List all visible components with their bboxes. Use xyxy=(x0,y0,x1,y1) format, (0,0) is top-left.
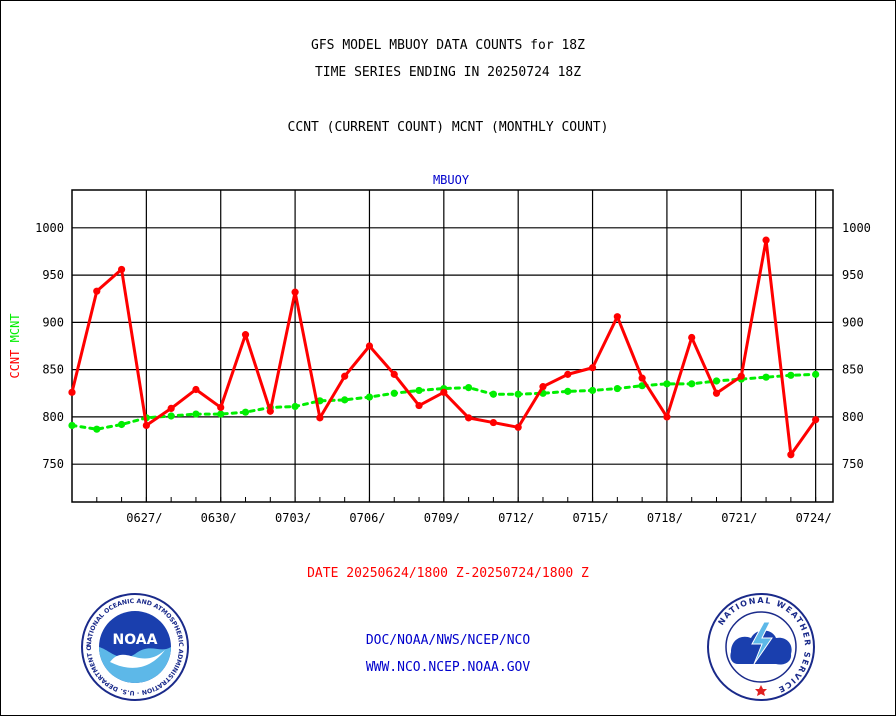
data-point-mcnt xyxy=(514,390,522,398)
data-point-ccnt xyxy=(341,372,349,380)
data-point-ccnt xyxy=(440,388,448,396)
data-point-ccnt xyxy=(142,421,150,430)
y-axis-label-ccnt: CCNT xyxy=(8,350,22,379)
data-point-ccnt xyxy=(812,416,820,424)
date-range: DATE 20250624/1800 Z-20250724/1800 Z xyxy=(307,566,589,581)
data-point-mcnt xyxy=(638,382,646,390)
y-axis-right: 750 800 850 900 950 1000 xyxy=(842,221,871,471)
data-point-ccnt xyxy=(241,331,250,339)
y-tick-label: 850 xyxy=(842,363,864,377)
data-point-mcnt xyxy=(712,377,721,385)
data-point-ccnt xyxy=(787,451,795,459)
data-point-ccnt xyxy=(588,364,597,372)
data-point-ccnt xyxy=(266,407,274,415)
data-point-ccnt xyxy=(712,389,721,397)
data-point-mcnt xyxy=(465,384,473,392)
data-point-ccnt xyxy=(663,413,671,421)
y-tick-label: 750 xyxy=(842,457,864,471)
y-tick-label: 900 xyxy=(42,315,64,329)
x-tick-label: 0715/ xyxy=(572,511,608,525)
data-point-mcnt xyxy=(663,380,671,388)
data-point-mcnt xyxy=(68,421,76,430)
y-axis-label-text: CCNT MCNT xyxy=(8,313,22,378)
y-tick-label: 900 xyxy=(842,315,864,329)
data-point-mcnt xyxy=(117,420,126,429)
data-point-mcnt xyxy=(291,402,299,411)
noaa-logo-text: NOAA xyxy=(113,632,158,648)
data-point-ccnt xyxy=(613,313,621,321)
org-label: DOC/NOAA/NWS/NCEP/NCO xyxy=(365,633,531,648)
data-point-mcnt xyxy=(167,412,175,420)
data-point-ccnt xyxy=(564,370,572,378)
chart-subtitle: CCNT (CURRENT COUNT) MCNT (MONTHLY COUNT… xyxy=(287,120,609,135)
y-tick-label: 800 xyxy=(842,410,864,424)
data-point-mcnt xyxy=(341,396,349,404)
data-point-mcnt xyxy=(812,370,820,378)
data-point-mcnt xyxy=(688,380,696,388)
y-axis-label: CCNT MCNT xyxy=(8,313,22,378)
noaa-logo: NATIONAL OCEANIC AND ATMOSPHERIC ADMINIS… xyxy=(80,592,189,701)
data-point-ccnt xyxy=(737,372,745,380)
x-tick-label: 0627/ xyxy=(126,511,162,525)
y-tick-label: 800 xyxy=(42,410,64,424)
y-axis-left: 750 800 850 900 950 1000 xyxy=(35,221,64,471)
x-tick-label: 0630/ xyxy=(201,511,237,525)
data-point-mcnt xyxy=(564,387,572,395)
x-tick-label: 0712/ xyxy=(498,511,534,525)
data-point-ccnt xyxy=(390,370,398,378)
website-link[interactable]: WWW.NCO.NCEP.NOAA.GOV xyxy=(365,660,531,675)
plot-title: MBUOY xyxy=(433,173,470,187)
data-point-ccnt xyxy=(117,265,126,274)
chart-title-line1: GFS MODEL MBUOY DATA COUNTS for 18Z xyxy=(311,38,585,53)
data-point-ccnt xyxy=(291,288,299,296)
data-point-mcnt xyxy=(390,389,398,397)
y-tick-label: 750 xyxy=(42,457,64,471)
y-tick-label: 950 xyxy=(42,268,64,282)
data-point-ccnt xyxy=(316,414,324,422)
data-point-ccnt xyxy=(217,403,225,412)
data-point-mcnt xyxy=(192,410,200,418)
data-point-mcnt xyxy=(489,390,498,398)
chart-title-line2: TIME SERIES ENDING IN 20250724 18Z xyxy=(314,65,582,80)
data-point-ccnt xyxy=(415,401,423,410)
data-point-ccnt xyxy=(365,342,374,350)
series-ccnt xyxy=(68,236,820,459)
x-tick-label: 0706/ xyxy=(349,511,385,525)
data-point-mcnt xyxy=(365,393,374,401)
x-tick-label: 0709/ xyxy=(424,511,460,525)
data-point-mcnt xyxy=(217,410,225,418)
data-point-mcnt xyxy=(241,408,250,416)
data-point-ccnt xyxy=(638,374,646,382)
grid-lines xyxy=(72,190,833,502)
data-point-ccnt xyxy=(93,287,101,295)
data-point-ccnt xyxy=(192,385,200,394)
data-point-ccnt xyxy=(539,383,547,391)
y-tick-label: 850 xyxy=(42,363,64,377)
y-axis-label-mcnt: MCNT xyxy=(8,313,22,349)
data-point-mcnt xyxy=(762,373,770,381)
y-tick-label: 1000 xyxy=(35,221,64,235)
data-point-mcnt xyxy=(588,386,597,395)
data-point-ccnt xyxy=(762,236,770,244)
y-tick-label: 1000 xyxy=(842,221,871,235)
x-tick-label: 0703/ xyxy=(275,511,311,525)
data-point-ccnt xyxy=(167,404,175,412)
nws-logo: NATIONAL WEATHER SERVICE xyxy=(707,593,815,701)
plot-area xyxy=(71,189,834,503)
data-point-mcnt xyxy=(787,371,795,379)
data-point-ccnt xyxy=(489,418,498,427)
time-series-chart: MBUOY 750 800 850 900 950 1000 750 800 850 900 95… xyxy=(8,173,871,525)
data-point-mcnt xyxy=(93,425,101,433)
x-tick-label: 0724/ xyxy=(796,511,832,525)
y-tick-label: 950 xyxy=(842,268,864,282)
data-point-ccnt xyxy=(68,388,76,396)
data-point-ccnt xyxy=(465,414,473,422)
data-point-mcnt xyxy=(415,386,423,395)
x-axis: 0627/0630/0703/0706/0709/0712/0715/0718/… xyxy=(71,497,832,525)
x-tick-label: 0721/ xyxy=(721,511,757,525)
x-tick-label: 0718/ xyxy=(647,511,683,525)
data-point-mcnt xyxy=(613,384,621,393)
data-point-ccnt xyxy=(514,423,522,431)
data-point-ccnt xyxy=(688,333,696,342)
